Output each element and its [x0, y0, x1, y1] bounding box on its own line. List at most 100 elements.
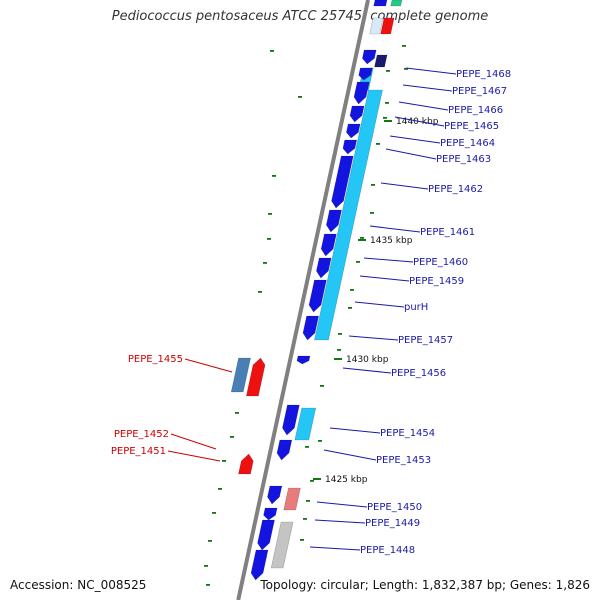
gene-blue-arrow — [302, 315, 320, 341]
gene-blue-arrow — [276, 439, 293, 461]
leader-line — [394, 116, 445, 127]
tick-mark — [402, 45, 406, 47]
scale-label: 1430 kbp — [346, 355, 389, 365]
tick-mark — [310, 480, 314, 482]
gene-blue-arrow — [353, 81, 370, 105]
leader-line — [385, 148, 437, 160]
tick-mark — [258, 291, 262, 293]
gene-label-right: PEPE_1457 — [398, 335, 453, 346]
tick-mark — [267, 238, 271, 240]
leader-line — [323, 449, 377, 461]
gene-steel-block — [230, 357, 251, 393]
tick-mark — [230, 436, 234, 438]
tick-mark — [337, 349, 341, 351]
tick-mark — [270, 50, 274, 52]
gene-gray-block — [270, 521, 294, 569]
gene-navy-block — [374, 54, 388, 68]
gene-label-right: PEPE_1453 — [376, 455, 431, 466]
tick-mark — [376, 143, 380, 145]
gene-blue-arrow — [257, 519, 275, 551]
tick-mark — [356, 261, 360, 263]
leader-line — [402, 84, 453, 92]
tick-mark — [208, 540, 212, 542]
gene-label-right: PEPE_1461 — [420, 227, 475, 238]
gene-label-right: PEPE_1462 — [428, 184, 483, 195]
leader-line — [369, 225, 421, 233]
tick-mark — [385, 102, 389, 104]
tick-mark — [338, 333, 342, 335]
gene-blue-arrow — [349, 105, 365, 123]
gene-faint-block — [369, 17, 384, 35]
tick-mark — [263, 262, 267, 264]
gene-blue-arrow — [267, 485, 283, 505]
tick-mark — [306, 500, 310, 502]
gene-green-block — [390, 0, 403, 7]
leader-line — [354, 301, 405, 308]
gene-blue-arrow — [316, 257, 332, 279]
leader-line — [314, 519, 366, 524]
gene-label-right: purH — [404, 302, 428, 313]
leader-line — [398, 101, 449, 111]
leader-line — [170, 433, 217, 450]
gene-label-left: PEPE_1455 — [128, 354, 183, 365]
gene-label-right: PEPE_1468 — [456, 69, 511, 80]
gene-blue-arrow — [331, 155, 354, 209]
leader-line — [309, 546, 361, 551]
tick-mark — [235, 412, 239, 414]
leader-line — [329, 427, 381, 434]
gene-label-right: PEPE_1448 — [360, 545, 415, 556]
leader-line — [405, 67, 457, 75]
gene-red-arrow — [245, 357, 266, 397]
tick-mark — [371, 184, 375, 186]
gene-label-right: PEPE_1466 — [448, 105, 503, 116]
scale-label: 1425 kbp — [325, 475, 368, 485]
tick-mark — [370, 212, 374, 214]
tick-mark — [272, 175, 276, 177]
gene-label-right: PEPE_1460 — [413, 257, 468, 268]
gene-label-right: PEPE_1464 — [440, 138, 495, 149]
gene-label-right: PEPE_1459 — [409, 276, 464, 287]
tick-mark — [298, 96, 302, 98]
tick-mark — [360, 237, 364, 239]
gene-label-left: PEPE_1451 — [111, 446, 166, 457]
tick-mark — [303, 518, 307, 520]
tick-mark — [268, 213, 272, 215]
gene-blue-arrow — [250, 549, 269, 581]
tick-mark — [212, 512, 216, 514]
gene-blue-arrow — [346, 123, 361, 139]
scale-label: 1435 kbp — [370, 236, 413, 246]
leader-line — [342, 367, 392, 374]
tick-mark — [318, 440, 322, 442]
leader-line — [389, 135, 441, 144]
leader-line — [167, 450, 221, 462]
tick-mark — [348, 307, 352, 309]
leader-line — [184, 358, 233, 373]
topology-text: Topology: circular; Length: 1,832,387 bp… — [260, 578, 590, 592]
tick-mark — [320, 385, 324, 387]
gene-blue-arrow — [342, 139, 358, 155]
accession-text: Accession: NC_008525 — [10, 578, 147, 592]
gene-label-right: PEPE_1456 — [391, 368, 446, 379]
tick-mark — [404, 68, 408, 70]
gene-red-arrow — [238, 453, 254, 475]
gene-cyan-block — [294, 407, 317, 441]
gene-blue-arrow — [362, 49, 377, 65]
gene-blue-arrow — [320, 233, 337, 257]
leader-line — [348, 335, 399, 341]
gene-blue-arrow — [308, 279, 327, 313]
leader-line — [359, 275, 410, 282]
leader-line — [316, 501, 368, 508]
gene-label-right: PEPE_1463 — [436, 154, 491, 165]
gene-red-block — [380, 17, 395, 35]
gene-cyan-block — [314, 89, 383, 341]
tick-mark — [383, 117, 387, 119]
tick-mark — [204, 565, 208, 567]
tick-mark — [386, 70, 390, 72]
leader-line — [363, 257, 414, 263]
gene-blue-arrow — [296, 355, 311, 365]
tick-mark — [206, 584, 210, 586]
gene-blue-block — [373, 0, 388, 7]
gene-label-right: PEPE_1450 — [367, 502, 422, 513]
gene-blue-arrow — [358, 67, 373, 81]
